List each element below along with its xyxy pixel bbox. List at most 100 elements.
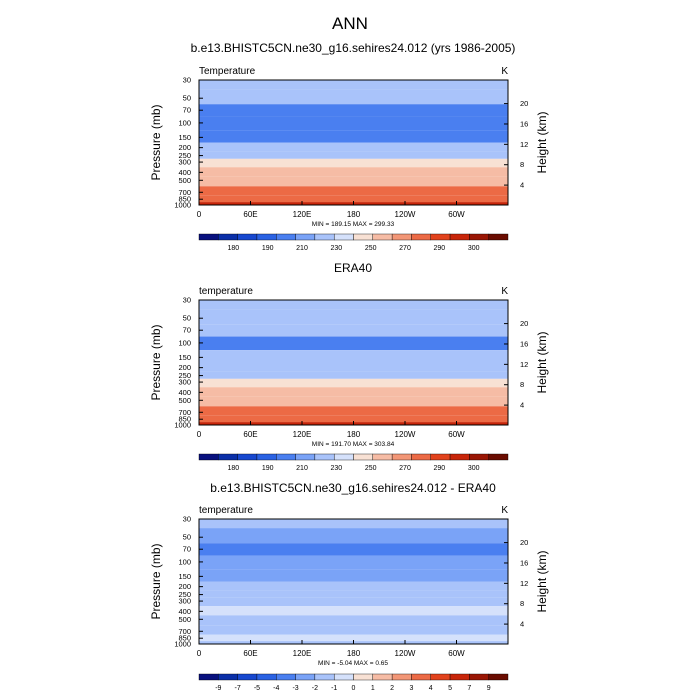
- field-band: [199, 396, 508, 407]
- field-band: [199, 195, 508, 203]
- colorbar-swatch: [295, 453, 316, 461]
- minmax-label: MIN = 191.70 MAX = 303.84: [312, 441, 395, 448]
- colorbar-label: 250: [365, 465, 377, 472]
- y-tick-label: 70: [183, 545, 191, 554]
- field-band: [199, 569, 508, 582]
- colorbar-label: -2: [312, 685, 318, 692]
- field-band: [199, 555, 508, 570]
- field-band: [199, 167, 508, 177]
- field-band: [199, 116, 508, 131]
- field-band: [199, 415, 508, 423]
- field-band: [199, 597, 508, 607]
- colorbar-swatch: [353, 233, 374, 241]
- y-tick-label: 30: [183, 76, 191, 85]
- y-tick-label: 1000: [174, 640, 191, 649]
- x-tick-label: 60W: [448, 649, 465, 658]
- colorbar-swatch: [430, 233, 451, 241]
- variable-label: temperature: [199, 286, 253, 297]
- colorbar-label: 2: [390, 685, 394, 692]
- colorbar-swatch: [276, 453, 296, 461]
- y-tick-label: 500: [178, 615, 191, 624]
- variable-label: Temperature: [199, 66, 256, 77]
- field-band: [199, 606, 508, 616]
- field-band: [199, 151, 508, 159]
- x-tick-label: 120W: [395, 210, 416, 219]
- field-band: [199, 387, 508, 397]
- colorbar: 180 190 210 230 250 270 290 300: [198, 453, 509, 472]
- colorbar-swatch: [469, 453, 489, 461]
- field-band: [199, 324, 508, 337]
- height-tick-label: 4: [520, 401, 524, 410]
- y-tick-label: 50: [183, 314, 191, 323]
- field-band: [199, 350, 508, 363]
- height-tick-label: 12: [520, 140, 528, 149]
- field-band: [199, 528, 508, 544]
- field-band: [199, 89, 508, 105]
- y-axis-label: Pressure (mb): [149, 324, 163, 400]
- y-tick-label: 100: [178, 338, 191, 347]
- colorbar-swatch: [430, 673, 451, 681]
- colorbar-swatch: [353, 673, 374, 681]
- field-band: [199, 336, 508, 351]
- colorbar-swatch: [353, 453, 374, 461]
- colorbar-swatch: [449, 233, 470, 241]
- colorbar-label: 290: [433, 245, 445, 252]
- field-band: [199, 519, 508, 529]
- colorbar-swatch: [295, 673, 316, 681]
- field-band: [199, 142, 508, 152]
- x-tick-label: 180: [347, 210, 361, 219]
- height-axis-label: Height (km): [535, 331, 549, 393]
- colorbar-label: 210: [296, 245, 308, 252]
- y-tick-label: 100: [178, 557, 191, 566]
- field-band: [199, 378, 508, 388]
- minmax-label: MIN = 189.15 MAX = 299.33: [312, 221, 395, 228]
- y-tick-label: 200: [178, 363, 191, 372]
- colorbar-label: -3: [292, 685, 298, 692]
- colorbar-label: -7: [235, 685, 241, 692]
- colorbar-swatch: [237, 673, 258, 681]
- units-label: K: [501, 505, 508, 516]
- colorbar-label: 9: [487, 685, 491, 692]
- field-band: [199, 104, 508, 117]
- colorbar-swatch: [314, 453, 335, 461]
- colorbar-swatch: [198, 453, 219, 461]
- height-tick-label: 20: [520, 538, 528, 547]
- x-tick-label: 60E: [243, 430, 257, 439]
- x-tick-label: 60E: [243, 649, 257, 658]
- colorbar-swatch: [256, 673, 277, 681]
- colorbar-swatch: [276, 673, 296, 681]
- field-band: [199, 581, 508, 591]
- colorbar-label: 300: [468, 245, 480, 252]
- colorbar-swatch: [198, 673, 219, 681]
- colorbar-label: -1: [331, 685, 337, 692]
- y-tick-label: 300: [178, 378, 191, 387]
- colorbar-swatch: [314, 233, 335, 241]
- height-tick-label: 4: [520, 181, 524, 190]
- field-band: [199, 625, 508, 635]
- y-tick-label: 200: [178, 143, 191, 152]
- colorbar: 180 190 210 230 250 270 290 300: [198, 233, 509, 252]
- colorbar-swatch: [372, 673, 393, 681]
- height-tick-label: 8: [520, 160, 524, 169]
- y-tick-label: 250: [178, 151, 191, 160]
- colorbar: -9 -7 -5 -4 -3 -2 -1 0 1 2 3 4 5 7 9: [198, 673, 509, 692]
- y-tick-label: 100: [178, 118, 191, 127]
- y-tick-label: 70: [183, 106, 191, 115]
- x-tick-label: 0: [197, 430, 202, 439]
- colorbar-swatch: [430, 453, 451, 461]
- field-band: [199, 186, 508, 196]
- y-tick-label: 500: [178, 176, 191, 185]
- colorbar-label: 3: [409, 685, 413, 692]
- x-tick-label: 60W: [448, 210, 465, 219]
- y-tick-label: 300: [178, 597, 191, 606]
- y-tick-label: 250: [178, 371, 191, 380]
- colorbar-label: 180: [227, 465, 239, 472]
- field-band: [199, 634, 508, 642]
- y-tick-label: 850: [178, 415, 191, 424]
- y-tick-label: 850: [178, 195, 191, 204]
- colorbar-label: 7: [467, 685, 471, 692]
- field-band: [199, 371, 508, 379]
- colorbar-swatch: [391, 453, 412, 461]
- colorbar-label: 230: [330, 465, 342, 472]
